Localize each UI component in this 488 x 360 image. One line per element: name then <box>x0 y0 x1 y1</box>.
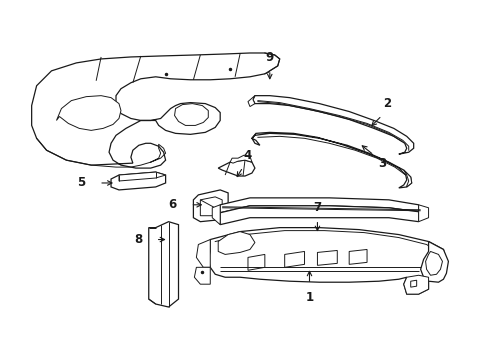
Polygon shape <box>119 172 165 181</box>
Text: 6: 6 <box>168 198 176 211</box>
Polygon shape <box>284 251 304 267</box>
Text: 3: 3 <box>377 157 385 170</box>
Polygon shape <box>32 53 279 168</box>
Polygon shape <box>174 104 208 125</box>
Text: 7: 7 <box>313 201 321 214</box>
Polygon shape <box>56 96 121 130</box>
Polygon shape <box>348 249 366 264</box>
Polygon shape <box>220 198 418 213</box>
Polygon shape <box>148 222 178 307</box>
Polygon shape <box>410 280 416 287</box>
Polygon shape <box>196 239 210 267</box>
Polygon shape <box>194 267 210 284</box>
Polygon shape <box>193 190 228 222</box>
Polygon shape <box>212 205 220 225</box>
Polygon shape <box>252 96 413 154</box>
Polygon shape <box>200 197 222 216</box>
Text: 2: 2 <box>382 97 390 110</box>
Polygon shape <box>403 275 427 294</box>
Polygon shape <box>218 231 254 255</box>
Text: 9: 9 <box>265 51 273 64</box>
Polygon shape <box>111 172 165 190</box>
Polygon shape <box>247 96 254 107</box>
Polygon shape <box>425 251 442 275</box>
Polygon shape <box>251 132 411 188</box>
Polygon shape <box>317 251 337 265</box>
Text: 4: 4 <box>244 149 252 162</box>
Polygon shape <box>420 242 447 282</box>
Text: 8: 8 <box>134 233 142 246</box>
Text: 1: 1 <box>305 291 313 303</box>
Polygon shape <box>208 228 446 294</box>
Text: 5: 5 <box>77 176 85 189</box>
Polygon shape <box>220 206 418 225</box>
Polygon shape <box>418 205 427 222</box>
Polygon shape <box>403 170 411 187</box>
Polygon shape <box>230 155 251 163</box>
Polygon shape <box>218 160 254 176</box>
Polygon shape <box>247 255 264 270</box>
